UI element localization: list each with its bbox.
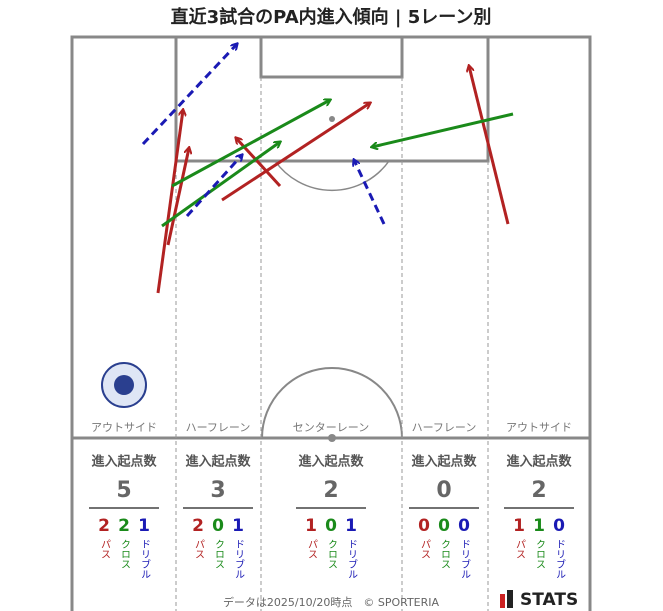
kind-label: パス xyxy=(193,539,205,559)
title: 直近3試合のPA内進入傾向 | 5レーン別 xyxy=(171,6,492,28)
kind-count: 0 xyxy=(418,516,430,536)
kind-count: 0 xyxy=(212,516,224,536)
kind-label: ドリブル xyxy=(459,539,471,579)
kind-label: ドリブル xyxy=(554,539,566,579)
kind-count: 1 xyxy=(513,516,525,536)
kind-label: ドリブル xyxy=(346,539,358,579)
kind-label: クロス xyxy=(213,539,224,569)
lane-total: 2 xyxy=(323,478,338,503)
stats-heading: 進入起点数 xyxy=(506,454,572,470)
lane-total: 3 xyxy=(210,478,225,503)
kind-count: 0 xyxy=(325,516,337,536)
brand-mark xyxy=(507,590,513,608)
kind-count: 1 xyxy=(305,516,317,536)
kind-label: パス xyxy=(306,539,318,559)
lane-name: センターレーン xyxy=(293,421,369,434)
kind-count: 2 xyxy=(98,516,110,536)
kind-label: クロス xyxy=(439,539,450,569)
kind-label: パス xyxy=(514,539,526,559)
stats-heading: 進入起点数 xyxy=(411,454,477,470)
kind-count: 1 xyxy=(232,516,244,536)
brand: STATS xyxy=(520,590,578,610)
lane-total: 5 xyxy=(116,478,131,503)
pitch xyxy=(70,35,592,611)
kind-count: 1 xyxy=(345,516,357,536)
kind-count: 1 xyxy=(533,516,545,536)
arrows xyxy=(141,44,514,294)
kind-count: 1 xyxy=(138,516,150,536)
kind-label: ドリブル xyxy=(139,539,151,579)
lane-name: ハーフレーン xyxy=(412,421,477,434)
lane-total: 0 xyxy=(436,478,451,503)
kind-count: 2 xyxy=(192,516,204,536)
lane-name: アウトサイド xyxy=(91,421,157,434)
lane-total: 2 xyxy=(531,478,546,503)
kind-label: パス xyxy=(419,539,431,559)
kind-label: ドリブル xyxy=(233,539,245,579)
kind-label: パス xyxy=(99,539,111,559)
kind-label: クロス xyxy=(326,539,337,569)
kind-label: クロス xyxy=(534,539,545,569)
kind-count: 0 xyxy=(458,516,470,536)
stats-heading: 進入起点数 xyxy=(185,454,251,470)
brand-mark xyxy=(500,594,505,608)
footer: データは2025/10/20時点 © SPORTERIA xyxy=(223,595,440,609)
kind-count: 0 xyxy=(438,516,450,536)
stats-heading: 進入起点数 xyxy=(91,454,157,470)
lane-name: ハーフレーン xyxy=(186,421,251,434)
kind-label: クロス xyxy=(119,539,130,569)
kind-count: 2 xyxy=(118,516,130,536)
lane-name: アウトサイド xyxy=(506,421,572,434)
kind-count: 0 xyxy=(553,516,565,536)
stats-heading: 進入起点数 xyxy=(298,454,364,470)
